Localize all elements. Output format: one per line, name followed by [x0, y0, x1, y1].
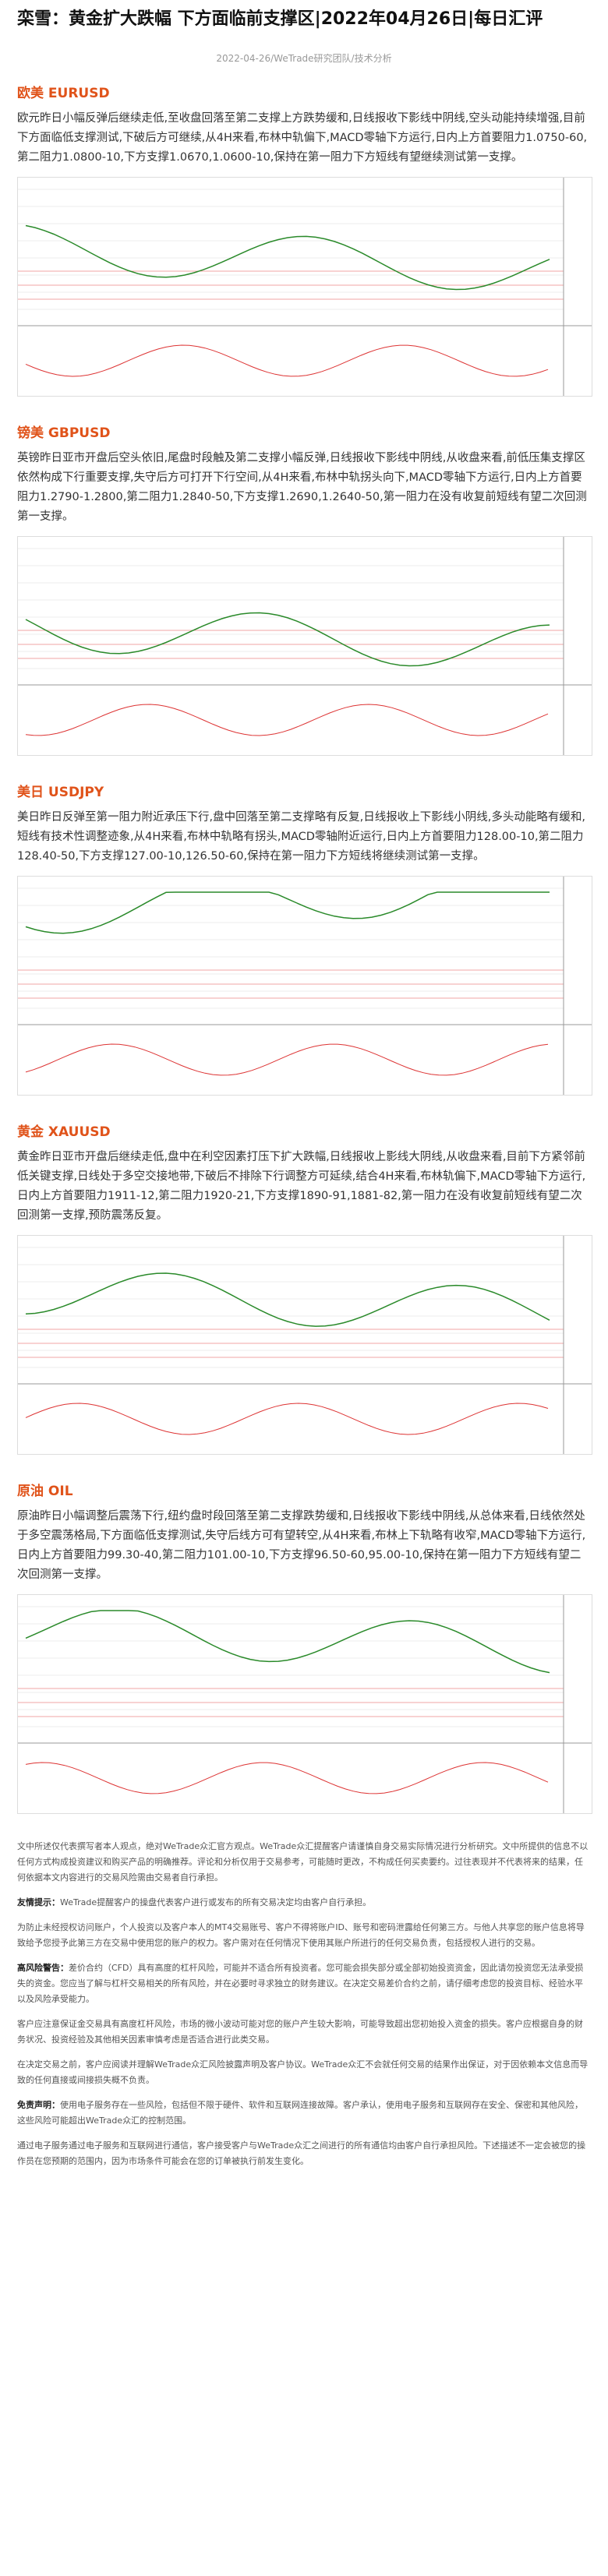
section-heading: 欧美 EURUSD: [17, 86, 110, 101]
chart-screenshot: [17, 536, 592, 756]
section-body: 美日昨日反弹至第一阻力附近承压下行,盘中回落至第二支撑略有反复,日线报收上下影线…: [17, 811, 585, 863]
section-heading: 黄金 XAUUSD: [17, 1124, 111, 1140]
disclaimer-paragraph: 免责声明：使用电子服务存在一些风险，包括但不限于硬件、软件和互联网连接故障。客户…: [17, 2098, 591, 2129]
section-body: 原油昨日小幅调整后震荡下行,纽约盘时段回落至第二支撑跌势缓和,日线报收下影线中阴…: [17, 1510, 586, 1581]
indicator-illustration: [25, 344, 549, 377]
indicator-illustration: [25, 1043, 549, 1076]
indicator-illustration: [25, 704, 549, 736]
disclaimer-text: 通过电子服务通过电子服务和互联网进行通信，客户接受客户与WeTrade众汇之间进…: [17, 2140, 586, 2166]
disclaimer-label: 友情提示：: [17, 1897, 60, 1907]
disclaimer-text: 文中所述仅代表撰写者本人观点，绝对WeTrade众汇官方观点。WeTrade众汇…: [17, 1841, 589, 1883]
disclaimer-paragraph: 为防止未经授权访问账户，个人投资以及客户本人的MT4交易账号、客户不得将账户ID…: [17, 1920, 591, 1951]
disclaimer-text: WeTrade提醒客户的操盘代表客户进行或发布的所有交易决定均由客户自行承担。: [60, 1897, 372, 1907]
section-body: 欧元昨日小幅反弹后继续走低,至收盘回落至第二支撑上方跌势缓和,日线报收下影线中阴…: [17, 112, 588, 164]
chart-illustration: [25, 891, 550, 934]
indicator-illustration: [25, 1403, 549, 1435]
disclaimer-paragraph: 通过电子服务通过电子服务和互联网进行通信，客户接受客户与WeTrade众汇之间进…: [17, 2138, 591, 2169]
disclaimer-label: 高风险警告：: [17, 1963, 69, 1973]
disclaimer-text: 在决定交易之前，客户应阅读并理解WeTrade众汇风险披露声明及客户协议。WeT…: [17, 2059, 589, 2085]
disclaimer-paragraph: 高风险警告：差价合约（CFD）具有高度的杠杆风险，可能并不适合所有投资者。您可能…: [17, 1960, 591, 2007]
disclaimer: 文中所述仅代表撰写者本人观点，绝对WeTrade众汇官方观点。WeTrade众汇…: [17, 1839, 591, 2169]
disclaimer-paragraph: 在决定交易之前，客户应阅读并理解WeTrade众汇风险披露声明及客户协议。WeT…: [17, 2057, 591, 2088]
disclaimer-text: 使用电子服务存在一些风险，包括但不限于硬件、软件和互联网连接故障。客户承认，使用…: [17, 2100, 583, 2126]
disclaimer-text: 为防止未经授权访问账户，个人投资以及客户本人的MT4交易账号、客户不得将账户ID…: [17, 1922, 585, 1948]
chart-illustration: [25, 1272, 550, 1327]
article-meta: 2022-04-26/WeTrade研究团队/技术分析: [216, 53, 392, 64]
sections: 欧美 EURUSD 欧元昨日小幅反弹后继续走低,至收盘回落至第二支撑上方跌势缓和,…: [17, 82, 592, 1814]
disclaimer-text: 客户应注意保证金交易具有高度杠杆风险，市场的微小波动可能对您的账户产生较大影响，…: [17, 2019, 583, 2045]
section-body: 英镑昨日亚市开盘后空头依旧,尾盘时段触及第二支撑小幅反弹,日线报收下影线中阴线,…: [17, 452, 587, 523]
section-heading: 镑美 GBPUSD: [17, 425, 111, 441]
chart-illustration: [25, 1610, 550, 1674]
chart-screenshot: [17, 1235, 592, 1455]
chart-illustration: [25, 612, 550, 667]
disclaimer-paragraph: 客户应注意保证金交易具有高度杠杆风险，市场的微小波动可能对您的账户产生较大影响，…: [17, 2017, 591, 2048]
disclaimer-label: 免责声明：: [17, 2100, 60, 2110]
chart-screenshot: [17, 876, 592, 1096]
chart-illustration: [25, 224, 550, 291]
indicator-illustration: [25, 1762, 549, 1794]
article-title: 栾雪：黄金扩大跌幅 下方面临前支撑区|2022年04月26日|每日汇评: [17, 9, 543, 29]
section-body: 黄金昨日亚市开盘后继续走低,盘中在利空因素打压下扩大跌幅,日线报收上影线大阴线,…: [17, 1151, 586, 1222]
disclaimer-paragraph: 文中所述仅代表撰写者本人观点，绝对WeTrade众汇官方观点。WeTrade众汇…: [17, 1839, 591, 1886]
disclaimer-paragraph: 友情提示：WeTrade提醒客户的操盘代表客户进行或发布的所有交易决定均由客户自…: [17, 1895, 591, 1911]
disclaimer-text: 差价合约（CFD）具有高度的杠杆风险，可能并不适合所有投资者。您可能会损失部分或…: [17, 1963, 584, 2004]
section-heading: 美日 USDJPY: [17, 785, 104, 800]
chart-screenshot: [17, 177, 592, 397]
article: 栾雪：黄金扩大跌幅 下方面临前支撑区|2022年04月26日|每日汇评 2022…: [17, 9, 592, 2169]
chart-screenshot: [17, 1594, 592, 1814]
section-heading: 原油 OIL: [17, 1484, 73, 1499]
